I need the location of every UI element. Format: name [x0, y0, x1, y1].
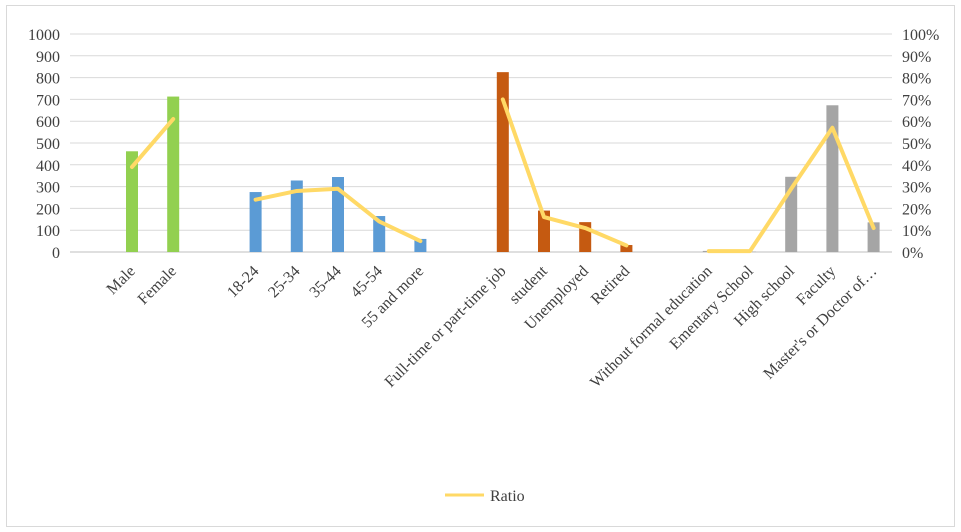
right-axis-tick-label: 100% — [902, 27, 939, 44]
bar — [126, 151, 138, 252]
left-axis-tick-label: 300 — [36, 180, 60, 197]
left-axis-ticks: 0 100 200 300 400 500 600 700 800 900 1000 — [28, 27, 60, 262]
left-axis-tick-label: 100 — [36, 223, 60, 240]
legend-ratio-label: Ratio — [490, 488, 525, 505]
category-label: 18-24 — [224, 263, 262, 301]
ratio-line-segment — [706, 125, 876, 254]
right-axis-tick-label: 40% — [902, 158, 931, 175]
ratio-line — [130, 97, 876, 254]
ratio-line-segment — [500, 97, 629, 248]
left-axis-tick-label: 600 — [36, 114, 60, 131]
right-axis-tick-label: 80% — [902, 71, 931, 88]
bar — [620, 245, 633, 252]
category-label: 25-34 — [265, 263, 303, 301]
left-axis-tick-label: 1000 — [28, 27, 60, 44]
right-axis-tick-label: 50% — [902, 136, 931, 153]
right-axis-tick-label: 60% — [902, 114, 931, 131]
left-axis-tick-label: 700 — [36, 92, 60, 109]
left-axis-tick-label: 800 — [36, 71, 60, 88]
category-label: Male — [104, 263, 139, 298]
left-axis-tick-label: 400 — [36, 158, 60, 175]
right-axis-tick-label: 20% — [902, 201, 931, 218]
right-axis-tick-label: 0% — [902, 245, 923, 262]
bar — [332, 177, 344, 252]
right-axis-tick-label: 30% — [902, 180, 931, 197]
legend: Ratio — [445, 488, 525, 505]
bar — [290, 180, 303, 252]
chart-frame — [6, 5, 955, 527]
category-label: 45-54 — [348, 263, 386, 301]
right-axis-tick-label: 10% — [902, 223, 931, 240]
bar — [167, 96, 180, 252]
bar — [414, 238, 427, 252]
bar — [249, 192, 262, 252]
right-axis-tick-label: 90% — [902, 49, 931, 66]
left-axis-tick-label: 200 — [36, 201, 60, 218]
category-label: 35-44 — [306, 263, 344, 301]
left-axis-tick-label: 500 — [36, 136, 60, 153]
ratio-line-segment — [253, 186, 423, 244]
right-axis-tick-label: 70% — [902, 92, 931, 109]
category-label: Retired — [588, 263, 633, 308]
bar — [538, 210, 550, 252]
ratio-line-segment — [130, 117, 176, 169]
left-axis-tick-label: 900 — [36, 49, 60, 66]
bar — [867, 222, 880, 252]
category-label: Female — [135, 263, 180, 308]
right-axis-ticks: 0% 10% 20% 30% 40% 50% 60% 70% 80% 90% 100% — [902, 27, 939, 262]
bar — [826, 105, 839, 252]
bar — [496, 72, 509, 253]
left-axis-tick-label: 0 — [52, 245, 60, 262]
